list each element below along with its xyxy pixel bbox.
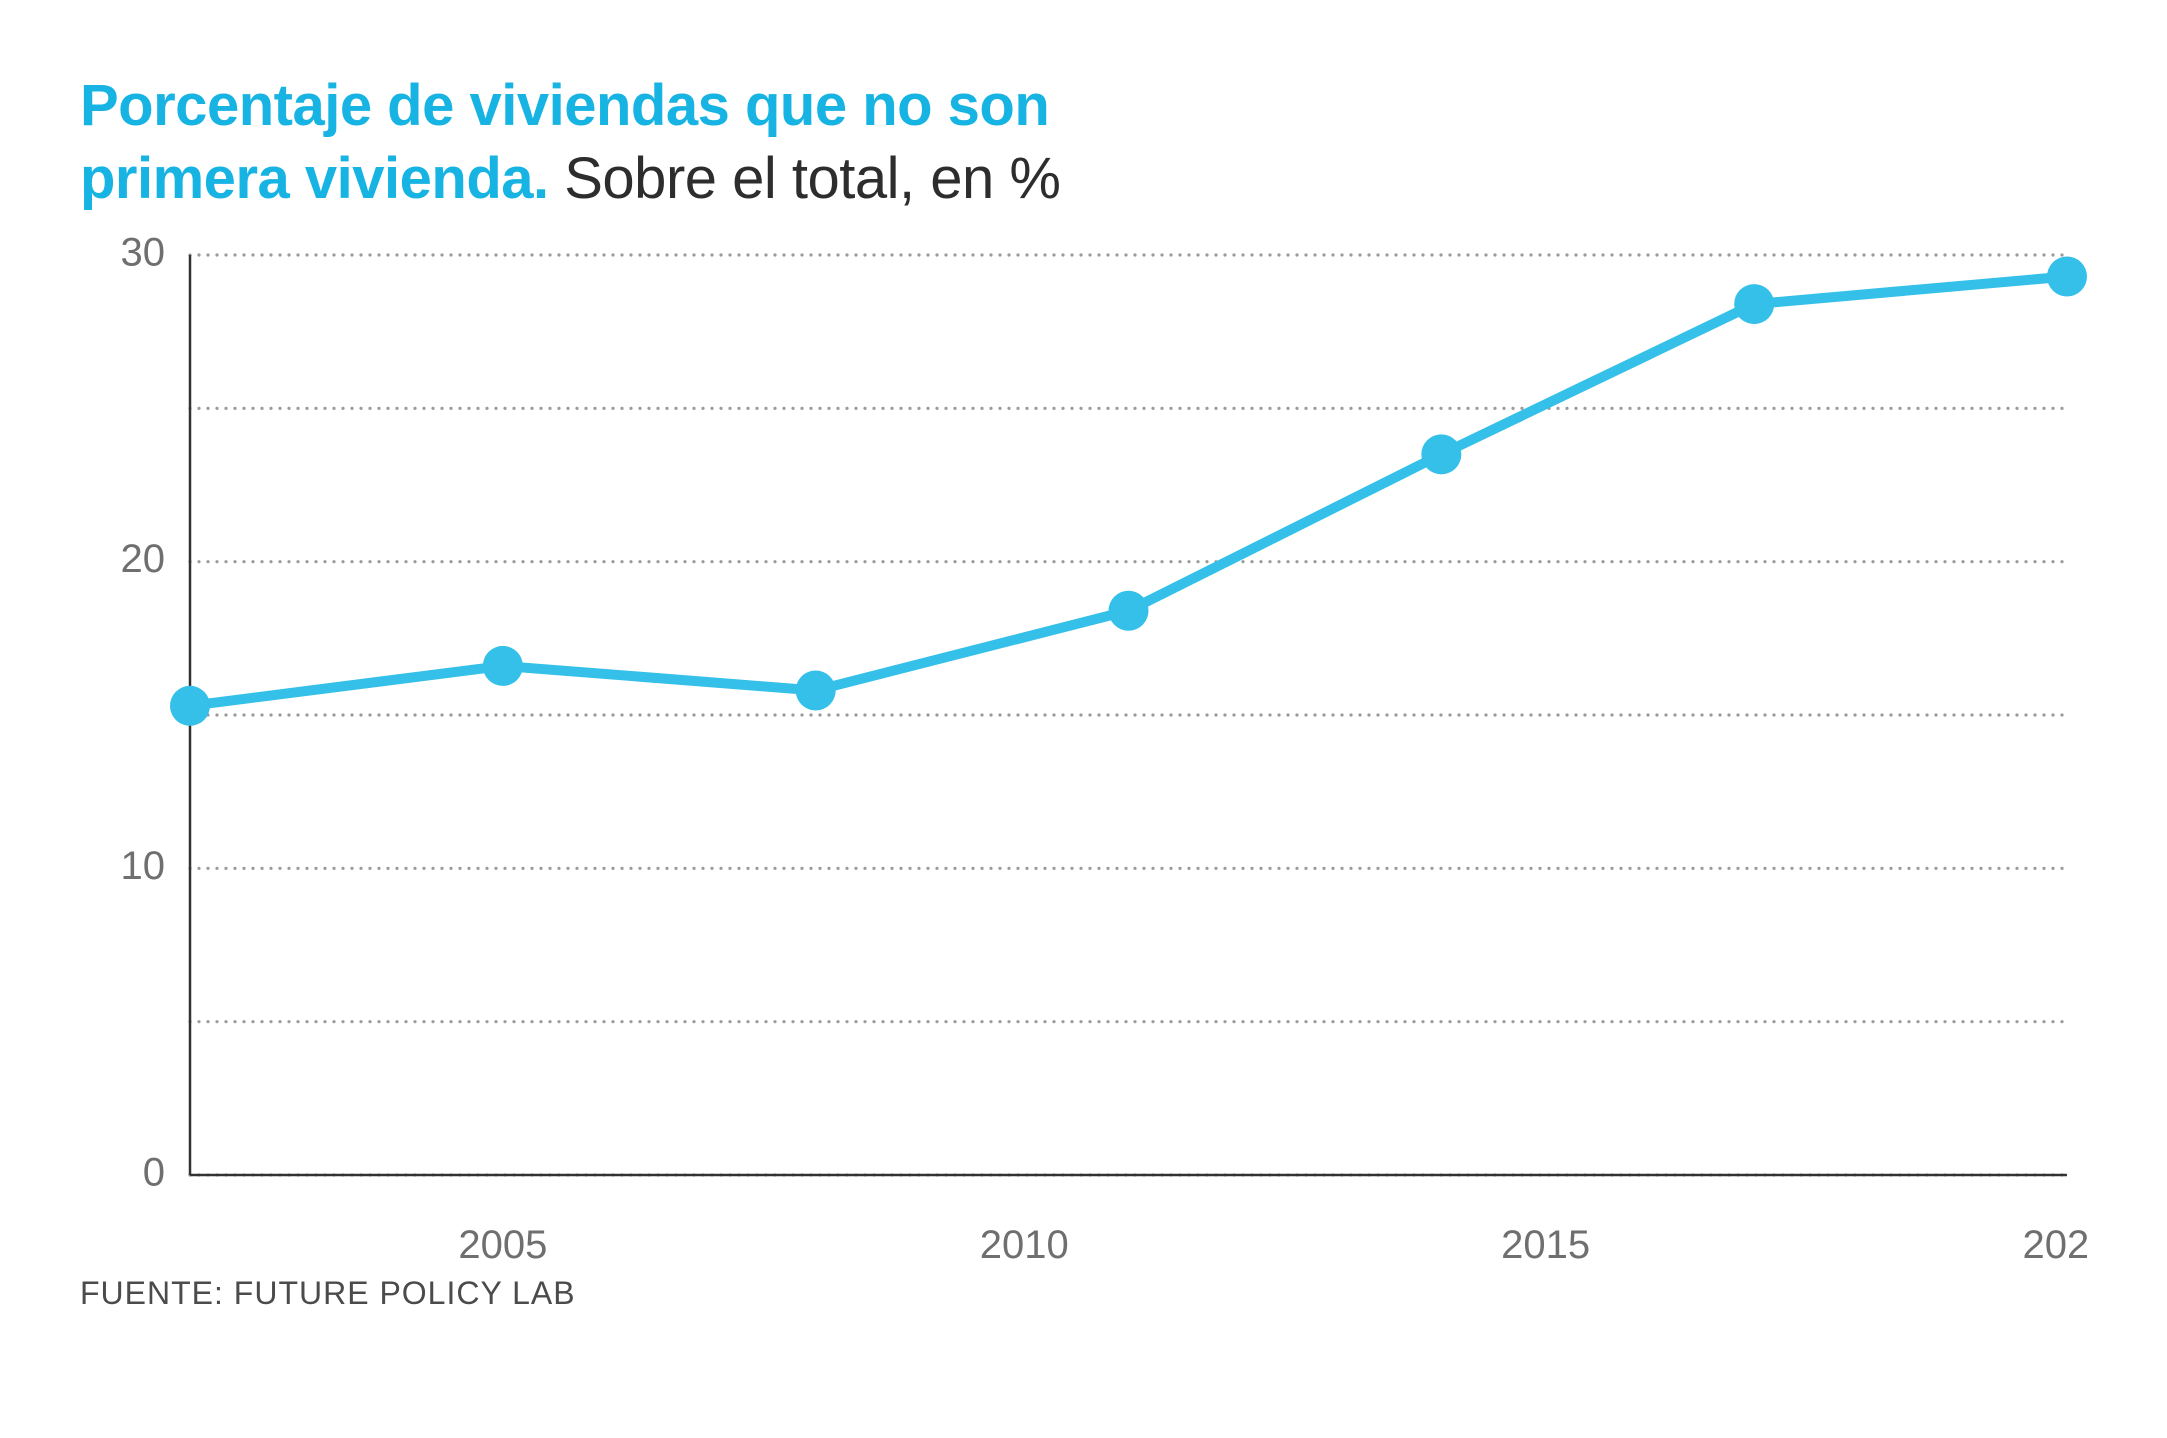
x-tick-label: 2005 — [458, 1223, 547, 1265]
gridline — [188, 867, 2063, 870]
gridline — [188, 1020, 2063, 1023]
source-label: FUENTE: FUTURE POLICY LAB — [80, 1275, 2087, 1312]
data-point — [2047, 256, 2087, 296]
chart-title: Porcentaje de viviendas que no son prime… — [80, 70, 2087, 215]
y-tick-label: 10 — [121, 844, 166, 888]
data-point — [1421, 434, 1461, 474]
y-tick-label: 0 — [143, 1151, 165, 1195]
data-point — [796, 670, 836, 710]
data-point — [483, 646, 523, 686]
y-tick-label: 20 — [121, 537, 166, 581]
title-regular-tail: Sobre el total, en % — [549, 146, 1061, 211]
x-tick-label: 2015 — [1501, 1223, 1590, 1265]
x-tick-label: 2020 — [2023, 1223, 2087, 1265]
data-point — [1109, 591, 1149, 631]
data-point — [170, 686, 210, 726]
gridline — [188, 407, 2063, 410]
line-chart-svg: 0 10 20 30 2005 2010 2015 2020 — [80, 235, 2087, 1265]
gridline — [188, 560, 2063, 563]
y-tick-label: 30 — [121, 235, 166, 275]
chart-card: Porcentaje de viviendas que no son prime… — [0, 0, 2167, 1438]
x-tick-label: 2010 — [980, 1223, 1069, 1265]
gridline — [188, 253, 2063, 256]
title-bold-line2: primera vivienda. — [80, 146, 549, 211]
chart-area: 0 10 20 30 2005 2010 2015 2020 — [80, 235, 2087, 1265]
gridline — [188, 713, 2063, 716]
data-point — [1734, 284, 1774, 324]
title-bold-line1: Porcentaje de viviendas que no son — [80, 73, 1049, 138]
